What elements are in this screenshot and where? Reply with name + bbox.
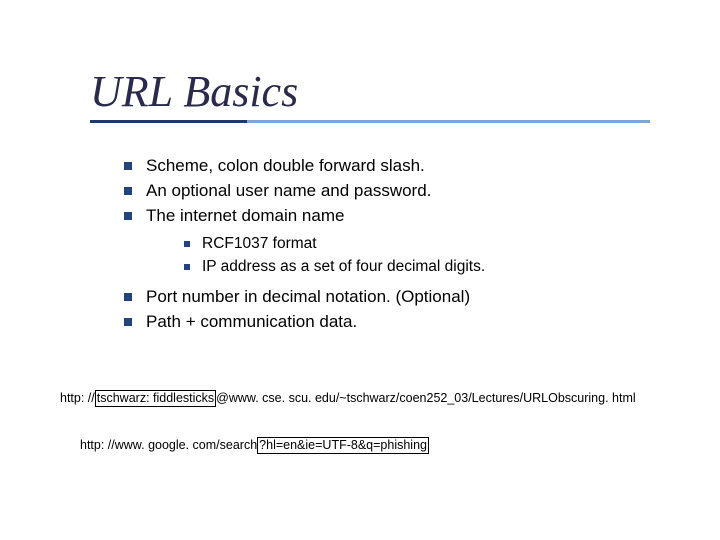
- bullet-text: Path + communication data.: [146, 312, 357, 331]
- sub-bullet-item: RCF1037 format: [180, 234, 660, 255]
- url-highlight-box: tschwarz: fiddlesticks: [95, 390, 216, 407]
- sub-bullet-text: RCF1037 format: [202, 235, 317, 252]
- slide-title: URL Basics: [90, 70, 650, 114]
- bullet-text: An optional user name and password.: [146, 181, 431, 200]
- sub-bullet-item: IP address as a set of four decimal digi…: [180, 257, 660, 278]
- url-suffix: @www. cse. scu. edu/~tschwarz/coen252_03…: [216, 391, 635, 405]
- url-prefix: http: //www. google. com/search: [80, 438, 257, 452]
- bullet-item: Port number in decimal notation. (Option…: [120, 286, 660, 309]
- url-prefix: http: //: [60, 391, 95, 405]
- example-url-1: http: //tschwarz: fiddlesticks@www. cse.…: [60, 390, 680, 407]
- example-url-2: http: //www. google. com/search?hl=en&ie…: [60, 437, 680, 454]
- sub-bullet-list: RCF1037 format IP address as a set of fo…: [146, 234, 660, 278]
- url-highlight-box: ?hl=en&ie=UTF-8&q=phishing: [257, 437, 429, 454]
- bullet-text: The internet domain name: [146, 206, 344, 225]
- bullet-list: Scheme, colon double forward slash. An o…: [120, 155, 660, 334]
- bullet-text: Scheme, colon double forward slash.: [146, 156, 425, 175]
- sub-bullet-text: IP address as a set of four decimal digi…: [202, 258, 485, 275]
- body-content: Scheme, colon double forward slash. An o…: [120, 155, 660, 336]
- title-underline: [90, 120, 650, 123]
- bullet-item: An optional user name and password.: [120, 180, 660, 203]
- title-block: URL Basics: [90, 70, 650, 123]
- bullet-item: Path + communication data.: [120, 311, 660, 334]
- examples-block: http: //tschwarz: fiddlesticks@www. cse.…: [60, 390, 680, 484]
- slide: URL Basics Scheme, colon double forward …: [0, 0, 720, 540]
- bullet-item: Scheme, colon double forward slash.: [120, 155, 660, 178]
- bullet-item: The internet domain name RCF1037 format …: [120, 205, 660, 278]
- bullet-text: Port number in decimal notation. (Option…: [146, 287, 470, 306]
